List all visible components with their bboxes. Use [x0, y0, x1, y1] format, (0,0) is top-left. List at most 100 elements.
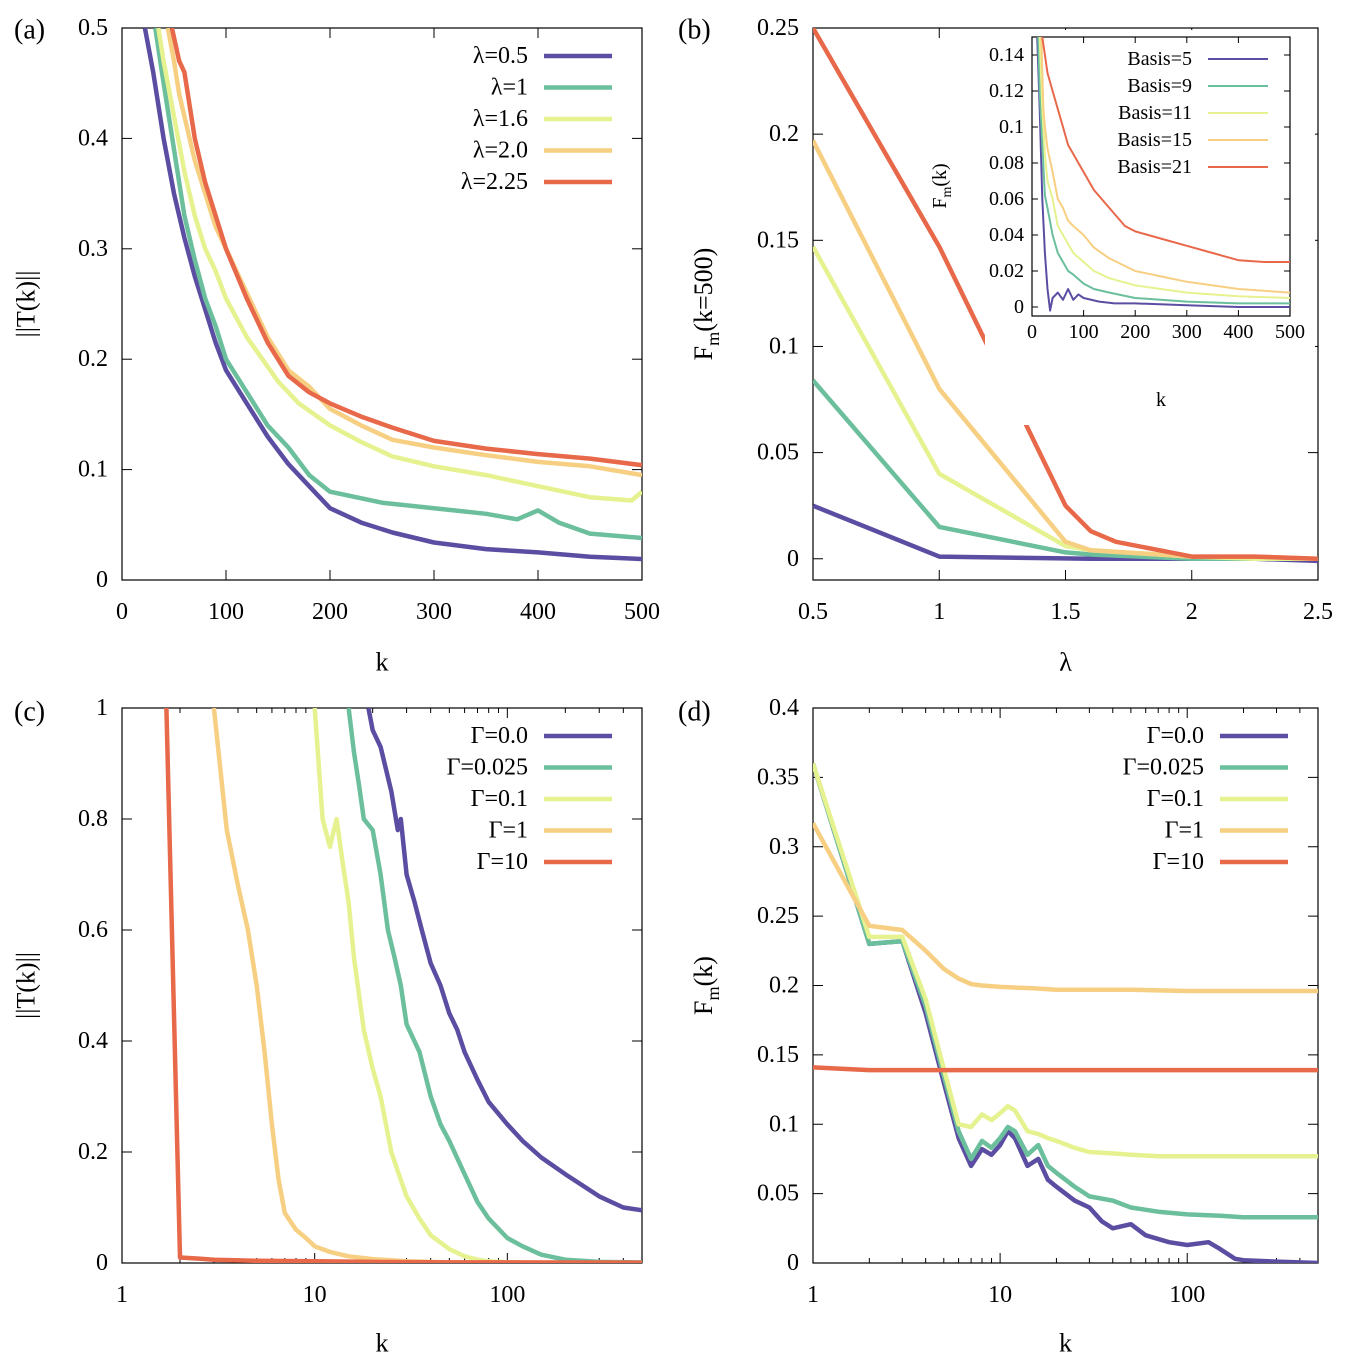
y-tick-label: 0.25 — [757, 903, 799, 929]
x-tick-label: 300 — [1172, 321, 1202, 343]
legend-label: Γ=0.1 — [471, 786, 528, 812]
y-tick-label: 0.4 — [78, 125, 108, 151]
legend-label: Γ=1 — [1165, 818, 1204, 844]
y-tick-label: 0 — [787, 546, 799, 572]
y-axis-title: Fm(k=500) — [689, 248, 724, 361]
x-tick-label: 300 — [416, 599, 452, 625]
legend-label: Γ=0.025 — [447, 755, 528, 781]
y-tick-label: 0.15 — [757, 227, 799, 253]
panel-b: 0.5 1 1.5 2 2.5 0 0.05 0.1 0.15 0.2 0.25 (b) λ Fm(k=5… — [678, 15, 1333, 677]
y-tick-label: 0.2 — [769, 973, 799, 999]
y-tick-label: 0.04 — [989, 224, 1024, 246]
x-tick-label: 500 — [1275, 321, 1305, 343]
x-tick-label: 1 — [933, 599, 945, 625]
series-line — [813, 762, 1318, 1263]
series-line — [1036, 37, 1290, 312]
y-tick-label: 0.3 — [769, 834, 799, 860]
series-line — [1040, 37, 1290, 294]
legend-label: Γ=0.0 — [1147, 723, 1204, 749]
legend-label: λ=2.25 — [461, 169, 528, 195]
inset-panel: 0 100 200 300 400 500 0 0.02 0.04 0.06 0.08 0.1 0.12… — [929, 30, 1315, 425]
x-tick-label: 400 — [520, 599, 556, 625]
y-tick-label: 1 — [96, 695, 108, 721]
x-tick-label: 1.5 — [1051, 599, 1081, 625]
series-line — [142, 28, 642, 562]
x-tick-label: 0 — [116, 599, 128, 625]
series-line — [164, 708, 642, 1263]
y-tick-label: 0.8 — [78, 806, 108, 832]
legend-label: Γ=10 — [1153, 849, 1204, 875]
panel-label: (c) — [14, 697, 45, 728]
legend-label: λ=1 — [491, 75, 528, 101]
series-line — [1038, 37, 1290, 299]
legend-label: Basis=11 — [1118, 102, 1192, 124]
y-axis-title: ||T(k)|| — [12, 270, 41, 337]
y-tick-label: 0 — [1014, 296, 1024, 318]
y-tick-label: 0 — [96, 1250, 108, 1276]
x-axis-title: k — [376, 648, 389, 677]
y-tick-label: 0.05 — [757, 440, 799, 466]
series-line — [156, 28, 642, 503]
legend-label: Basis=9 — [1127, 75, 1192, 97]
legend-label: λ=1.6 — [473, 106, 528, 132]
y-tick-label: 0.25 — [757, 15, 799, 41]
legend-label: Γ=10 — [477, 849, 528, 875]
x-tick-label: 200 — [1120, 321, 1150, 343]
plot-frame — [1031, 36, 1291, 317]
y-tick-label: 0.12 — [989, 80, 1024, 102]
x-tick-label: 100 — [489, 1282, 525, 1308]
y-tick-label: 0.1 — [78, 457, 108, 483]
x-tick-label: 200 — [312, 599, 348, 625]
y-tick-label: 0.6 — [78, 917, 108, 943]
legend-label: Γ=0.1 — [1147, 786, 1204, 812]
y-tick-label: 0.2 — [78, 346, 108, 372]
legend-label: λ=2.0 — [473, 138, 528, 164]
y-axis-title: Fm(k) — [689, 956, 724, 1015]
legend-label: Basis=15 — [1117, 129, 1192, 151]
x-tick-label: 10 — [988, 1282, 1012, 1308]
y-tick-label: 0.2 — [769, 121, 799, 147]
y-tick-label: 0.14 — [989, 44, 1024, 66]
plot-frame — [121, 707, 643, 1264]
series-line — [1041, 37, 1290, 263]
panel-label: (d) — [678, 697, 711, 728]
plot-frame — [121, 27, 643, 581]
y-tick-label: 0.1 — [769, 1111, 799, 1137]
x-tick-label: 100 — [1169, 1282, 1205, 1308]
y-tick-label: 0.08 — [989, 152, 1024, 174]
y-axis-title: ||T(k)|| — [12, 952, 41, 1019]
series-line — [169, 28, 642, 468]
panel-c: 1 10 100 0 0.2 0.4 0.6 0.8 1 (c) k ||T(k)|| Γ=0.0 Γ=0… — [12, 695, 643, 1358]
series-line — [813, 28, 1318, 562]
x-tick-label: 2 — [1186, 599, 1198, 625]
x-tick-label: 0 — [1027, 321, 1037, 343]
legend-label: Basis=5 — [1127, 48, 1192, 70]
panel-label: (a) — [14, 15, 45, 46]
series-line — [1037, 37, 1290, 305]
x-axis-title: k — [1059, 1329, 1072, 1358]
legend-label: Basis=21 — [1117, 156, 1192, 178]
y-tick-label: 0.5 — [78, 15, 108, 41]
legend-label: λ=0.5 — [473, 43, 528, 69]
legend-label: Γ=0.025 — [1123, 755, 1204, 781]
x-tick-label: 100 — [208, 599, 244, 625]
series-line — [153, 28, 642, 541]
y-tick-label: 0.15 — [757, 1042, 799, 1068]
x-axis-title: k — [376, 1329, 389, 1358]
x-tick-label: 2.5 — [1303, 599, 1333, 625]
y-tick-label: 0.3 — [78, 236, 108, 262]
y-tick-label: 0.06 — [989, 188, 1024, 210]
x-tick-label: 1 — [807, 1282, 819, 1308]
inset-y-axis-title: Fm(k) — [929, 163, 955, 208]
x-tick-label: 1 — [116, 1282, 128, 1308]
x-tick-label: 10 — [303, 1282, 327, 1308]
y-tick-label: 0.05 — [757, 1181, 799, 1207]
series-line — [346, 708, 642, 1263]
series-line — [813, 762, 1318, 1159]
series-line — [813, 1065, 1318, 1073]
x-tick-label: 400 — [1223, 321, 1253, 343]
legend-label: Γ=1 — [489, 818, 528, 844]
y-tick-label: 0.4 — [78, 1028, 108, 1054]
panel-a: 0 100 200 300 400 500 0 0.1 0.2 0.3 0.4 0.5 (a) k ||T(… — [12, 15, 661, 677]
